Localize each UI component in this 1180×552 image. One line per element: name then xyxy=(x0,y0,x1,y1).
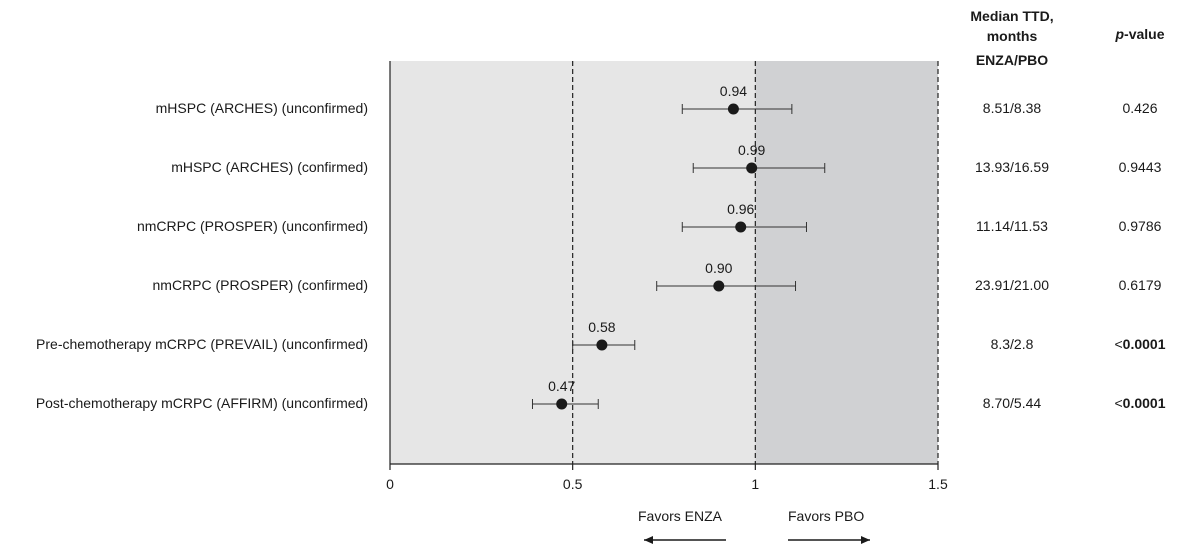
estimate-label: 0.96 xyxy=(727,201,754,217)
estimate-marker xyxy=(746,162,758,174)
ttd-value: 11.14/11.53 xyxy=(976,218,1048,234)
p-value-header-rest: -value xyxy=(1124,26,1165,42)
x-tick-label: 1 xyxy=(751,476,759,492)
ttd-value: 8.3/2.8 xyxy=(990,336,1034,352)
estimate-label: 0.90 xyxy=(705,260,732,276)
p-value-prefix: < xyxy=(1114,336,1123,352)
ttd-value: 13.93/16.59 xyxy=(975,159,1049,175)
p-value-header-italic: p xyxy=(1115,26,1125,42)
p-value-number: 0.9786 xyxy=(1118,218,1162,234)
p-value-number: 0.426 xyxy=(1122,100,1158,116)
row-label: mHSPC (ARCHES) (confirmed) xyxy=(171,159,368,175)
estimate-label: 0.58 xyxy=(588,319,615,335)
x-tick-label: 1.5 xyxy=(928,476,948,492)
ttd-header-line2: months xyxy=(986,28,1038,44)
estimate-label: 0.47 xyxy=(548,378,575,394)
estimate-marker xyxy=(735,221,747,233)
row-label: Post-chemotherapy mCRPC (AFFIRM) (unconf… xyxy=(35,395,368,411)
ttd-header: Median TTD, months ENZA/PBO xyxy=(948,6,1076,70)
p-value: 0.426 xyxy=(1100,100,1180,116)
p-value-number: 0.0001 xyxy=(1122,336,1166,352)
ttd-header-line1: Median TTD, xyxy=(970,8,1054,24)
favors-enza-arrow-head xyxy=(644,536,653,544)
p-value-prefix: < xyxy=(1114,395,1123,411)
favors-pbo-label: Favors PBO xyxy=(788,508,865,524)
estimate-marker xyxy=(727,103,739,115)
estimate-label: 0.94 xyxy=(720,83,747,99)
p-value-number: 0.9443 xyxy=(1118,159,1162,175)
estimate-marker xyxy=(713,280,725,292)
ttd-header-line3: ENZA/PBO xyxy=(975,52,1049,68)
p-value: 0.9443 xyxy=(1100,159,1180,175)
row-label: mHSPC (ARCHES) (unconfirmed) xyxy=(155,100,368,116)
favors-pbo-arrow-head xyxy=(861,536,870,544)
p-value: 0.9786 xyxy=(1100,218,1180,234)
favors-pbo-region xyxy=(755,61,938,464)
row-label: nmCRPC (PROSPER) (unconfirmed) xyxy=(136,218,368,234)
row-label: nmCRPC (PROSPER) (confirmed) xyxy=(152,277,368,293)
estimate-marker xyxy=(556,398,568,410)
x-tick-label: 0 xyxy=(386,476,394,492)
p-value: <0.0001 xyxy=(1100,336,1180,352)
ttd-value: 23.91/21.00 xyxy=(975,277,1049,293)
row-label: Pre-chemotherapy mCRPC (PREVAIL) (unconf… xyxy=(36,336,368,352)
p-value-number: 0.6179 xyxy=(1118,277,1162,293)
ttd-value: 8.70/5.44 xyxy=(982,395,1042,411)
p-value-header: p-value xyxy=(1100,24,1180,44)
p-value: <0.0001 xyxy=(1100,395,1180,411)
estimate-label: 0.99 xyxy=(738,142,765,158)
p-value: 0.6179 xyxy=(1100,277,1180,293)
favors-enza-label: Favors ENZA xyxy=(638,508,723,524)
x-tick-label: 0.5 xyxy=(563,476,583,492)
ttd-value: 8.51/8.38 xyxy=(982,100,1042,116)
estimate-marker xyxy=(596,339,608,351)
p-value-number: 0.0001 xyxy=(1122,395,1166,411)
